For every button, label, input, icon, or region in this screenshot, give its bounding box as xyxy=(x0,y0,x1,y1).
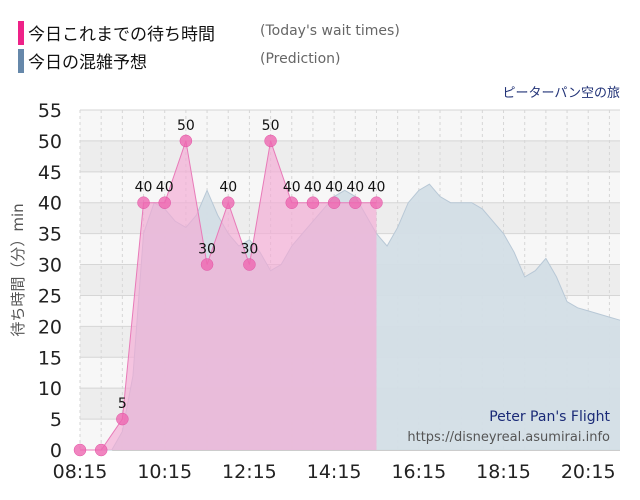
data-label: 50 xyxy=(177,118,195,134)
y-tick-label: 5 xyxy=(50,409,62,431)
actual-point xyxy=(285,196,299,209)
x-tick-label: 18:15 xyxy=(476,461,531,483)
y-tick-label: 20 xyxy=(38,316,62,338)
y-tick-label: 50 xyxy=(38,131,62,153)
x-tick-label: 12:15 xyxy=(222,461,277,483)
data-label: 40 xyxy=(135,180,153,196)
source-url: https://disneyreal.asumirai.info xyxy=(407,430,610,445)
y-tick-label: 25 xyxy=(38,285,62,307)
x-tick-label: 08:15 xyxy=(53,461,108,483)
data-label: 40 xyxy=(283,180,301,196)
chart-areas xyxy=(80,140,621,451)
actual-point xyxy=(327,196,341,209)
data-label: 40 xyxy=(156,180,174,196)
y-tick-label: 55 xyxy=(38,100,62,122)
data-label: 40 xyxy=(368,180,386,196)
actual-point xyxy=(243,258,256,271)
actual-area xyxy=(80,140,377,450)
data-label: 40 xyxy=(346,180,364,196)
data-label: 40 xyxy=(325,180,343,196)
grid-band xyxy=(80,140,620,172)
data-label: 5 xyxy=(118,396,127,412)
actual-point xyxy=(116,412,129,426)
x-tick-label: 16:15 xyxy=(391,461,446,483)
legend-prediction-sublabel: (Prediction) xyxy=(260,51,341,67)
y-tick-label: 0 xyxy=(50,440,62,462)
actual-point xyxy=(94,443,108,457)
y-tick-label: 10 xyxy=(38,378,62,400)
legend-prediction-swatch xyxy=(18,49,24,73)
attraction-name-jp: ピーターパン空の旅 xyxy=(502,86,620,101)
actual-point xyxy=(264,134,277,148)
actual-point xyxy=(349,196,362,209)
legend-prediction-label: 今日の混雑予想 xyxy=(28,53,147,73)
data-label: 30 xyxy=(240,242,258,258)
actual-point xyxy=(221,196,235,209)
actual-point xyxy=(306,196,320,209)
y-tick-label: 35 xyxy=(38,224,62,246)
actual-point xyxy=(179,134,193,148)
x-tick-label: 20:15 xyxy=(561,461,616,483)
y-tick-label: 15 xyxy=(38,347,62,369)
y-axis-label: 待ち時間（分）min xyxy=(9,203,27,336)
x-tick-labels: 08:15 10:15 12:15 14:15 16:15 18:15 20:15 xyxy=(53,461,616,483)
y-tick-label: 40 xyxy=(38,193,62,215)
legend-actual-sublabel: (Today's wait times) xyxy=(260,23,400,39)
data-label: 50 xyxy=(262,118,280,134)
y-tick-label: 45 xyxy=(38,162,62,184)
data-label: 40 xyxy=(304,180,322,196)
legend-actual-label: 今日これまでの待ち時間 xyxy=(28,25,215,45)
actual-point xyxy=(137,196,150,209)
x-tick-label: 14:15 xyxy=(307,461,362,483)
data-label: 40 xyxy=(219,180,237,196)
y-tick-labels: 0 5 10 15 20 25 30 35 40 45 50 55 xyxy=(38,100,62,462)
x-tick-label: 10:15 xyxy=(137,461,192,483)
data-label: 30 xyxy=(198,242,216,258)
grid-band xyxy=(80,110,620,141)
attraction-name-en: Peter Pan's Flight xyxy=(489,409,610,425)
actual-point xyxy=(370,196,383,209)
legend-actual-swatch xyxy=(18,21,24,45)
y-tick-label: 30 xyxy=(38,255,62,277)
actual-point xyxy=(73,443,87,457)
actual-point xyxy=(200,258,214,271)
actual-point xyxy=(158,196,171,209)
